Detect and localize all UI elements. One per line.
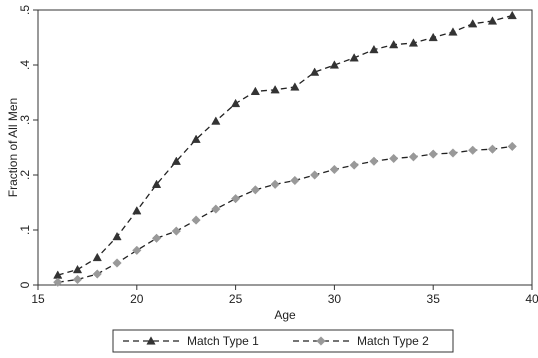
data-point [211,204,221,214]
data-point [507,141,517,152]
x-tick-label: 20 [130,292,144,306]
legend-marker [316,336,326,346]
plot-frame [37,9,533,286]
y-axis: 0 .1 .2 .3 .4 .5 [18,5,38,288]
legend-box [112,329,454,353]
legend-label: Match Type 2 [357,334,429,348]
series-layer [53,10,517,287]
data-point [230,193,241,204]
data-point [112,231,122,241]
data-point [369,156,379,166]
data-point [250,185,261,195]
data-point [428,32,438,42]
x-tick-label: 35 [427,292,441,306]
data-point [487,144,498,154]
legend-entries: Match Type 1 Match Type 2 [123,334,429,348]
data-point [230,98,241,108]
data-point [389,153,399,164]
data-point [151,233,162,243]
data-point [211,116,221,125]
data-point [171,156,181,165]
data-point [290,82,300,91]
y-axis-title: Fraction of All Men [6,98,20,197]
data-point [191,215,201,225]
data-point [448,148,458,158]
data-point [72,264,83,274]
data-point [408,152,419,162]
data-point [507,10,517,20]
data-point [329,164,340,175]
data-point [349,53,359,62]
x-axis-title: Age [274,308,296,322]
y-tick-label: .4 [18,60,32,70]
series-1 [53,10,517,279]
x-tick-label: 15 [31,292,45,306]
data-point [349,160,359,170]
data-point [468,145,478,155]
x-axis: 15 20 25 30 35 40 [31,285,538,306]
data-point [132,206,142,215]
legend-marker [146,336,156,345]
y-tick-label: .5 [18,5,32,15]
data-point [72,274,83,285]
data-point [53,277,63,287]
series-2 [53,141,517,287]
legend-label: Match Type 1 [187,334,259,348]
legend-entry: Match Type 2 [293,334,429,348]
data-point [250,86,260,96]
data-point [369,44,379,54]
y-tick-label: .1 [18,225,32,235]
y-tick-label: 0 [18,281,32,288]
y-tick-label: .3 [18,115,32,125]
data-point [408,38,419,47]
data-point [132,245,142,256]
data-point [448,27,458,36]
y-tick-label: .2 [18,170,32,180]
data-point [468,19,478,28]
data-point [270,179,280,190]
data-point [92,252,102,262]
data-point [151,179,162,188]
plot-border [37,9,533,286]
legend-entry: Match Type 1 [123,334,259,348]
x-tick-label: 25 [229,292,243,306]
series-line [57,14,513,276]
x-tick-label: 30 [328,292,342,306]
data-point [191,134,201,143]
data-point [487,16,498,25]
data-point [171,226,181,236]
series-line [57,145,513,283]
data-point [329,60,340,69]
data-point [270,85,280,94]
data-point [290,175,300,186]
data-point [389,39,399,49]
data-point [310,67,320,76]
data-point [428,149,438,159]
legend: Match Type 1 Match Type 2 [112,329,454,353]
x-tick-label: 40 [525,292,538,306]
data-point [309,170,320,180]
data-point [112,258,122,268]
data-point [92,269,102,279]
